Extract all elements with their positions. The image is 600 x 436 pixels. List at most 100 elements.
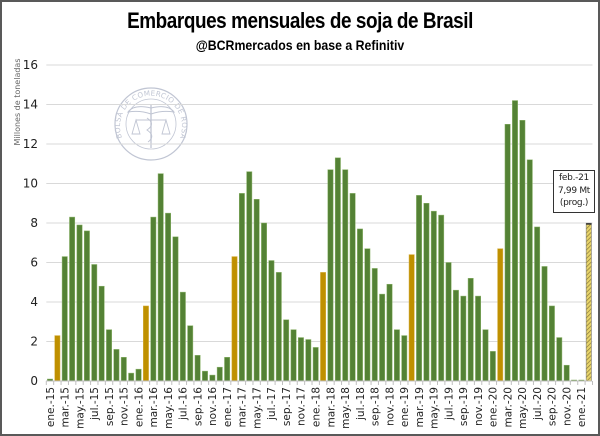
x-tick-label: nov.-18 — [384, 387, 396, 426]
bar-oct-16 — [202, 370, 208, 382]
x-tick-label: jul.-17 — [266, 387, 278, 421]
bar-ene-17 — [224, 357, 231, 382]
bar-feb-18 — [320, 272, 326, 382]
bar-abr-20 — [512, 100, 518, 382]
bar-ago-20 — [541, 266, 548, 382]
x-tick-label: may.-16 — [163, 387, 175, 429]
x-tick-label: nov.-17 — [296, 387, 308, 426]
bar-ene-19 — [401, 335, 408, 382]
y-tick-label: 10 — [23, 177, 38, 191]
bar-nov-17 — [298, 337, 304, 382]
bar-ene-18 — [312, 347, 319, 382]
bar-feb-21 — [585, 222, 592, 382]
y-tick-label: 2 — [30, 335, 38, 349]
bar-sep-19 — [460, 295, 467, 382]
x-tick-label: may.-18 — [340, 387, 352, 429]
bars — [47, 100, 592, 382]
x-tick-label: jul.-15 — [89, 387, 101, 421]
bar-jul-20 — [534, 226, 541, 382]
x-tick-label: sep.-15 — [104, 387, 116, 426]
bar-feb-19 — [408, 254, 415, 382]
y-tick-label: 16 — [23, 58, 38, 72]
x-tick-label: ene.-17 — [222, 387, 234, 427]
bar-jul-19 — [445, 262, 452, 382]
x-tick-label: sep.-20 — [547, 387, 559, 426]
x-tick-label: ene.-21 — [576, 387, 588, 427]
bar-jun-16 — [172, 236, 179, 382]
x-tick-label: ene.-20 — [488, 387, 500, 427]
bar-feb-17 — [231, 256, 238, 382]
bar-nov-18 — [386, 283, 393, 382]
y-axis-title: Millones de toneladas — [13, 58, 22, 145]
x-tick-label: mar.-18 — [325, 387, 337, 428]
bar-may-19 — [430, 210, 437, 382]
bar-jul-15 — [91, 264, 98, 382]
bar-may-15 — [76, 224, 83, 382]
bar-feb-16 — [143, 305, 149, 382]
bar-nov-16 — [209, 374, 216, 382]
bar-sep-18 — [371, 268, 378, 382]
bar-dic-19 — [482, 329, 489, 382]
x-tick-label: nov.-15 — [119, 387, 131, 426]
x-tick-label: may.-19 — [429, 387, 441, 429]
bar-oct-17 — [290, 329, 297, 382]
bar-dic-17 — [305, 339, 312, 382]
x-tick-label: sep.-18 — [370, 387, 382, 426]
bar-abr-16 — [157, 173, 164, 382]
bar-jun-15 — [83, 230, 90, 382]
bar-abr-17 — [246, 171, 253, 382]
chart-title: Embarques mensuales de soja de Brasil — [127, 8, 473, 33]
bar-may-16 — [165, 212, 171, 382]
x-tick-label: nov.-20 — [561, 387, 573, 426]
x-tick-label: may.-20 — [517, 387, 529, 429]
y-tick-label: 12 — [23, 137, 38, 151]
y-axis: 0 2 4 6 8 10 12 14 16 — [23, 58, 38, 388]
bar-ago-16 — [187, 325, 194, 382]
x-tick-label: mar.-16 — [148, 387, 160, 428]
bar-may-18 — [342, 169, 349, 382]
bar-may-17 — [253, 199, 260, 382]
bar-jul-18 — [357, 228, 363, 382]
bar-ago-18 — [364, 248, 371, 382]
bar-jul-16 — [179, 291, 186, 382]
bar-mar-18 — [327, 169, 334, 382]
y-tick-label: 14 — [23, 98, 38, 112]
y-tick-label: 4 — [30, 295, 38, 309]
y-tick-label: 8 — [30, 216, 38, 230]
bar-jun-19 — [438, 214, 445, 382]
x-tick-label: ene.-18 — [311, 387, 323, 427]
bar-dic-18 — [393, 329, 400, 382]
x-tick-label: sep.-19 — [458, 387, 470, 426]
x-tick-label: sep.-17 — [281, 387, 293, 426]
x-tick-label: nov.-16 — [207, 387, 219, 426]
bar-mar-16 — [150, 216, 157, 382]
bar-nov-20 — [563, 364, 570, 382]
bcr-watermark-logo: BOLSA DE COMERCIO DE ROSARIO — [0, 0, 189, 161]
x-tick-label: may.-15 — [74, 387, 86, 429]
bar-may-20 — [519, 120, 526, 382]
bar-ago-19 — [453, 289, 459, 382]
bar-ago-17 — [275, 272, 282, 382]
x-tick-label: nov.-19 — [473, 387, 485, 426]
bar-jul-17 — [268, 260, 275, 382]
bar-dic-16 — [216, 366, 223, 382]
annotation-line-month: feb.-21 — [559, 173, 589, 183]
chart-subtitle: @BCRmercados en base a Refinitiv — [195, 37, 405, 53]
y-tick-label: 6 — [30, 256, 38, 270]
bar-oct-20 — [556, 337, 563, 382]
bar-abr-15 — [69, 216, 76, 382]
annotation-line-value: 7,99 Mt — [557, 185, 591, 196]
bar-abr-18 — [334, 157, 341, 382]
bar-sep-20 — [548, 305, 555, 382]
bar-ago-15 — [98, 285, 105, 382]
bar-jun-20 — [526, 159, 533, 382]
bar-nov-19 — [475, 295, 482, 382]
x-tick-label: mar.-20 — [502, 387, 514, 428]
bar-sep-16 — [194, 355, 201, 382]
bar-sep-17 — [283, 319, 290, 382]
bar-mar-20 — [504, 124, 511, 382]
bar-jun-18 — [349, 193, 356, 382]
x-tick-label: jul.-19 — [443, 387, 455, 421]
bar-mar-19 — [416, 195, 422, 382]
